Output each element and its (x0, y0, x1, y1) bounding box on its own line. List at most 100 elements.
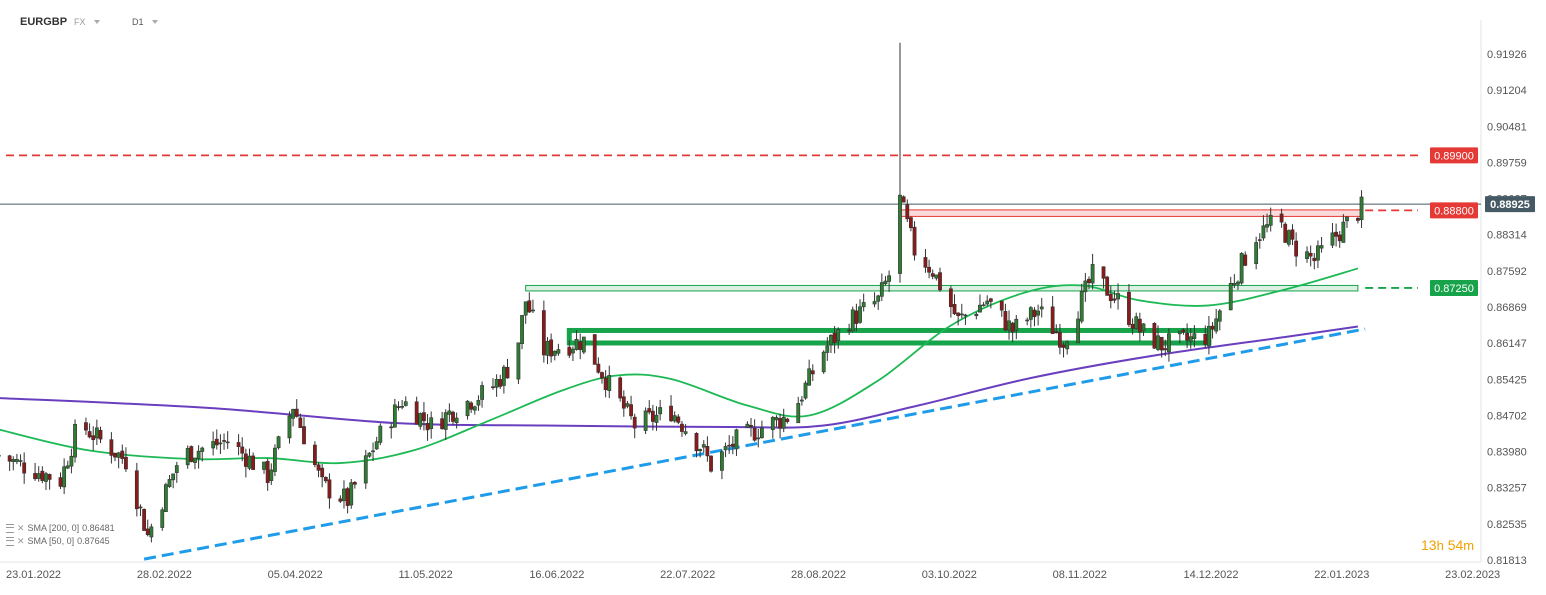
candle-body (877, 296, 880, 301)
candle-body (15, 459, 18, 461)
candle-body (1287, 231, 1290, 245)
candle-body (401, 406, 404, 407)
candle-body (241, 447, 244, 453)
candle-body (168, 479, 171, 486)
settings-icon[interactable] (6, 537, 14, 546)
candle-body (491, 387, 494, 388)
candle-body (99, 430, 102, 439)
candle-body (291, 409, 294, 418)
candle-body (1186, 333, 1189, 340)
candle-body (1160, 337, 1163, 350)
candle-body (924, 257, 927, 267)
candle-body (244, 454, 247, 467)
candle-body (419, 413, 422, 426)
candle-body (775, 417, 778, 419)
candle-body (771, 417, 774, 429)
candle-body (626, 404, 629, 407)
candle-body (938, 273, 941, 290)
x-tick-label: 22.07.2022 (660, 569, 715, 581)
candle-body (299, 418, 302, 428)
market-selector[interactable]: FX (74, 17, 100, 27)
candle-body (1037, 311, 1040, 315)
candle-body (913, 227, 916, 255)
candle-body (1255, 242, 1258, 263)
candle-body (927, 267, 930, 272)
candle-body (266, 461, 269, 482)
timeframe-selector[interactable]: D1 (132, 17, 158, 27)
y-tick-label: 0.91204 (1487, 85, 1527, 97)
candle-body (735, 430, 738, 449)
candle-countdown: 13h 54m (1421, 537, 1474, 553)
trendline (144, 329, 1365, 559)
candle-body (651, 411, 654, 421)
candle-body (12, 459, 15, 461)
candle-body (430, 418, 433, 429)
candle-body (448, 411, 451, 415)
candle-body (1033, 310, 1036, 317)
candle-body (1320, 245, 1323, 248)
level-tag-label: 0.89900 (1434, 150, 1474, 162)
close-icon[interactable]: ✕ (17, 535, 25, 548)
candle-body (124, 457, 127, 469)
candle-body (706, 446, 709, 456)
candle-body (113, 453, 116, 457)
candle-body (1305, 252, 1308, 259)
x-tick-label: 28.08.2022 (791, 569, 846, 581)
candle-body (175, 466, 178, 473)
candle-body (1080, 291, 1083, 321)
resistance-zone (900, 210, 1362, 217)
candle-body (506, 367, 509, 378)
candle-body (931, 274, 934, 277)
candle-body (888, 276, 891, 282)
candle-body (470, 403, 473, 409)
candle-body (720, 452, 723, 471)
candle-body (237, 442, 240, 446)
candle-body (575, 339, 578, 349)
candle-body (502, 367, 505, 385)
candle-body (201, 448, 204, 452)
candle-body (441, 419, 444, 429)
level-tag-label: 0.88800 (1434, 205, 1474, 217)
candle-body (517, 343, 520, 379)
candle-body (110, 440, 113, 456)
candle-body (851, 310, 854, 331)
candle-body (117, 453, 120, 458)
candle-body (1106, 277, 1109, 295)
candle-body (655, 415, 658, 422)
candle-body (1076, 319, 1079, 343)
candle-body (66, 466, 69, 468)
candle-body (597, 364, 600, 372)
close-icon[interactable]: ✕ (17, 522, 25, 535)
y-tick-label: 0.86147 (1487, 338, 1527, 350)
candle-body (222, 440, 225, 441)
y-tick-label: 0.83257 (1487, 483, 1527, 495)
candle-body (600, 372, 603, 378)
candle-body (368, 453, 371, 456)
candle-body (778, 418, 781, 428)
candle-body (568, 347, 571, 355)
candle-body (1004, 311, 1007, 330)
candle-body (451, 412, 454, 421)
settings-icon[interactable] (6, 524, 14, 533)
candle-body (63, 467, 66, 487)
candle-body (579, 342, 582, 350)
candle-body (1102, 267, 1105, 279)
candle-body (1091, 264, 1094, 283)
candle-body (1066, 342, 1069, 349)
candle-body (953, 304, 956, 313)
candle-body (33, 473, 36, 478)
candle-body (684, 432, 687, 434)
candle-body (317, 465, 320, 471)
candle-body (989, 299, 992, 302)
candle-body (1284, 224, 1287, 242)
symbol-label: EURGBP (20, 16, 67, 28)
countdown-minutes-unit: m (1463, 538, 1474, 553)
candle-body (898, 195, 901, 273)
candle-body (746, 424, 749, 427)
candle-body (84, 423, 87, 431)
sma50-value: 0.87645 (77, 535, 110, 548)
candle-body (1258, 240, 1261, 241)
candle-body (1360, 197, 1363, 220)
candle-body (146, 529, 149, 535)
